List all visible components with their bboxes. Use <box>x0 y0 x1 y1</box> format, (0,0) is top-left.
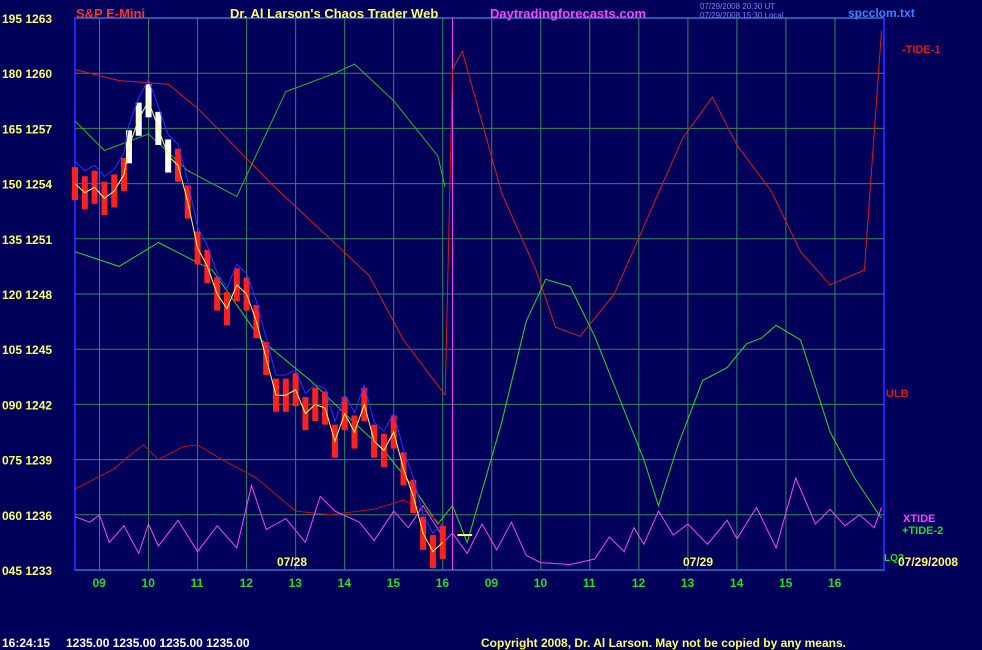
x-tick-label: 16 <box>436 576 450 590</box>
x-tick-label: 13 <box>681 576 695 590</box>
x-tick-label: 09 <box>93 576 107 590</box>
x-tick-label: 13 <box>289 576 303 590</box>
y-tick-left: 135 1251 <box>2 233 52 247</box>
series--tide-2 <box>74 241 882 544</box>
x-tick-label: 09 <box>485 576 499 590</box>
x-tick-label: 10 <box>534 576 548 590</box>
x-tick-label: 16 <box>828 576 842 590</box>
series--tide-1 <box>74 30 882 397</box>
ulb-label: ULB <box>886 388 909 400</box>
y-tick-left: 090 1242 <box>2 398 52 412</box>
tide2-label: +TIDE-2 <box>902 525 944 537</box>
xtide-label: XTIDE <box>903 513 936 525</box>
footer-copyright: Copyright 2008, Dr. Al Larson. May not b… <box>481 636 846 650</box>
data-file-label: spcclom.txt <box>848 6 915 20</box>
y-tick-left: 165 1257 <box>2 122 52 136</box>
x-tick-label: 10 <box>142 576 156 590</box>
timestamp-ut: 07/29/2008 20:30 UT <box>700 2 776 11</box>
series-ma-long <box>74 78 444 534</box>
tide1-label: -TIDE-1 <box>902 44 941 56</box>
instrument-label: S&P E-Mini <box>76 6 146 21</box>
series-ma-short <box>74 99 444 553</box>
footer-quote: 1235.00 1235.00 1235.00 1235.00 <box>66 636 250 650</box>
x-tick-label: 12 <box>240 576 254 590</box>
y-tick-left: 075 1239 <box>2 454 52 468</box>
series-green-upper <box>74 63 446 198</box>
x-tick-label: 14 <box>338 576 352 590</box>
chart-title: Dr. Al Larson's Chaos Trader Web <box>230 6 439 21</box>
x-tick-label: 12 <box>632 576 646 590</box>
y-tick-left: 045 1233 <box>2 564 52 578</box>
y-tick-left: 060 1236 <box>2 509 52 523</box>
series-xtide <box>74 476 882 566</box>
y-tick-left: 195 1263 <box>2 12 52 26</box>
footer-time: 16:24:15 <box>2 636 51 650</box>
x-tick-label: 14 <box>730 576 744 590</box>
y-tick-left: 105 1245 <box>2 343 52 357</box>
x-tick-label: 15 <box>387 576 401 590</box>
date-label-end: 07/29/2008 <box>898 555 959 569</box>
y-tick-left: 120 1248 <box>2 288 52 302</box>
site-label: Daytradingforecasts.com <box>490 6 647 21</box>
y-tick-left: 150 1254 <box>2 178 52 192</box>
y-tick-left: 180 1260 <box>2 67 52 81</box>
series-red-lower <box>74 444 446 529</box>
date-label-2: 07/29 <box>683 555 714 569</box>
corner-label: LQ? <box>884 553 904 564</box>
x-tick-label: 11 <box>583 576 596 590</box>
price-bar <box>439 525 446 559</box>
x-tick-label: 15 <box>779 576 793 590</box>
x-tick-label: 11 <box>191 576 204 590</box>
price-bar <box>72 167 78 201</box>
timestamp-local: 07/29/2008 15:30 Local <box>700 11 784 20</box>
date-label-1: 07/28 <box>277 555 308 569</box>
